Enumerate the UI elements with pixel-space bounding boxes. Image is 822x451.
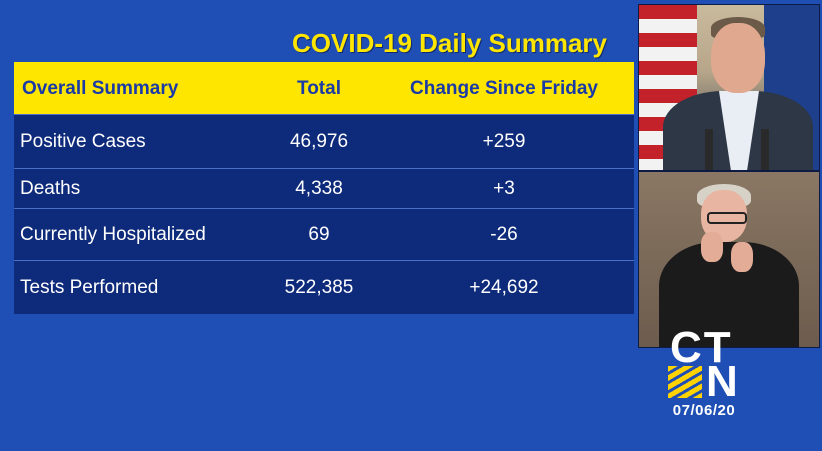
logo-text-bottom: N bbox=[706, 357, 740, 406]
row-label: Currently Hospitalized bbox=[20, 224, 206, 245]
table-header: Overall Summary Total Change Since Frida… bbox=[14, 62, 634, 114]
summary-title: COVID-19 Daily Summary bbox=[292, 28, 608, 58]
table-row: Positive Cases 46,976 +259 bbox=[14, 114, 634, 169]
interpreter-body bbox=[659, 242, 799, 347]
ctn-logo: CT N bbox=[668, 323, 742, 404]
row-change: -26 bbox=[490, 224, 518, 245]
row-change: +259 bbox=[482, 131, 526, 152]
row-label: Deaths bbox=[20, 178, 81, 199]
microphone-icon bbox=[705, 129, 713, 170]
sunburst-icon bbox=[668, 366, 702, 398]
hand-icon bbox=[731, 242, 753, 272]
table-row: Currently Hospitalized 69 -26 bbox=[14, 208, 634, 261]
broadcast-date: 07/06/20 bbox=[672, 402, 736, 419]
row-label: Positive Cases bbox=[20, 131, 146, 152]
table-row: Tests Performed 522,385 +24,692 bbox=[14, 260, 634, 315]
header-change: Change Since Friday bbox=[410, 78, 598, 99]
hand-icon bbox=[701, 232, 723, 262]
row-total: 4,338 bbox=[295, 178, 343, 199]
row-change: +24,692 bbox=[469, 277, 539, 298]
header-total: Total bbox=[297, 78, 341, 99]
row-total: 522,385 bbox=[284, 277, 354, 298]
table-row: Deaths 4,338 +3 bbox=[14, 168, 634, 209]
speaker-video bbox=[638, 4, 820, 171]
logo-text-top: CT bbox=[670, 323, 733, 372]
row-label: Tests Performed bbox=[20, 277, 159, 298]
row-change: +3 bbox=[493, 178, 515, 199]
microphone-icon bbox=[761, 129, 769, 170]
interpreter-video bbox=[638, 171, 820, 348]
row-total: 46,976 bbox=[289, 131, 349, 152]
header-overall-summary: Overall Summary bbox=[22, 78, 179, 99]
summary-table: Overall Summary Total Change Since Frida… bbox=[14, 62, 634, 314]
glasses-icon bbox=[707, 212, 747, 224]
speaker-face bbox=[711, 23, 765, 93]
row-total: 69 bbox=[308, 224, 330, 245]
